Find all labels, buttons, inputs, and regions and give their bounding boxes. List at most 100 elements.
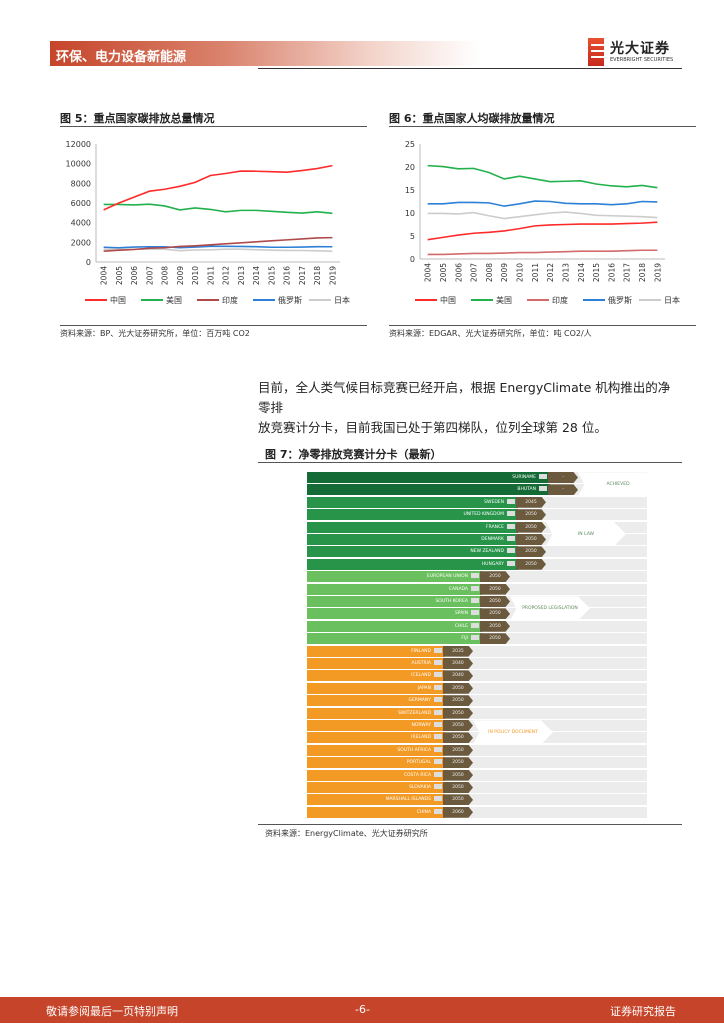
body-paragraph: 目前，全人类气候目标竞赛已经开启，根据 EnergyClimate 机构推出的净…: [258, 378, 678, 438]
country-name: COSTA RICA: [403, 772, 431, 778]
y-tick-label: 6000: [71, 199, 91, 208]
legend-label: 日本: [334, 295, 350, 305]
country-name: GERMANY: [408, 698, 431, 704]
country-name: HUNGARY: [481, 561, 504, 567]
legend-label: 俄罗斯: [278, 295, 302, 305]
net-zero-scorecard: SURINAME - BHUTAN - ACHIEVED SWEDEN 2045 UNITED…: [307, 470, 658, 818]
scorecard-row: CHINA 2060: [307, 806, 647, 818]
target-year: 2050: [443, 732, 473, 744]
country-name: SWITZERLAND: [398, 710, 431, 716]
flag-icon: [507, 498, 515, 504]
scorecard-row: BHUTAN -: [307, 484, 647, 496]
x-tick-label: 2011: [531, 263, 540, 282]
country-name: DENMARK: [481, 537, 504, 542]
target-year: -: [548, 484, 578, 496]
country-bar: PORTUGAL: [307, 757, 445, 769]
target-year: 2050: [480, 583, 510, 595]
x-tick-label: 2018: [638, 263, 647, 282]
page-number: -6-: [355, 1003, 370, 1016]
country-name: CHILE: [454, 623, 468, 629]
scorecard-row: HUNGARY 2050: [307, 558, 647, 570]
paragraph-line: 放竞赛计分卡，目前我国已处于第四梯队，位列全球第 28 位。: [258, 420, 607, 435]
y-tick-label: 10: [405, 209, 415, 218]
country-name: NORWAY: [411, 723, 431, 728]
y-tick-label: 20: [405, 163, 415, 172]
country-bar: HUNGARY: [307, 558, 518, 570]
legend-label: 印度: [552, 295, 568, 305]
country-bar: DENMARK: [307, 534, 518, 545]
flag-icon: [434, 660, 442, 665]
legend-label: 美国: [496, 295, 512, 305]
category-label: PROPOSED LEGISLATION: [510, 596, 590, 621]
country-bar: EUROPEAN UNION: [307, 571, 482, 583]
country-bar: MARSHALL ISLANDS: [307, 794, 445, 806]
figure6-source: 资料来源：EDGAR、光大证券研究所，单位：吨 CO2/人: [389, 329, 592, 338]
category-label: IN LAW: [546, 522, 626, 546]
x-tick-label: 2005: [115, 266, 124, 285]
country-name: SPAIN: [454, 611, 468, 617]
country-bar: FRANCE: [307, 521, 518, 533]
flag-icon: [434, 808, 442, 814]
target-year: 2050: [443, 682, 473, 694]
country-bar: CHINA: [307, 806, 445, 818]
divider: [258, 462, 682, 463]
country-bar: SWITZERLAND: [307, 707, 445, 719]
flag-icon: [507, 560, 515, 566]
header-divider: [258, 68, 682, 69]
x-tick-label: 2004: [100, 266, 109, 285]
country-bar: SOUTH AFRICA: [307, 744, 445, 756]
x-tick-label: 2015: [592, 263, 601, 282]
flag-icon: [434, 672, 442, 678]
flag-icon: [434, 684, 442, 690]
country-name: FINLAND: [411, 648, 431, 654]
target-year: 2050: [516, 521, 546, 533]
target-year: 2060: [443, 806, 473, 818]
series-line-印度: [103, 236, 333, 252]
country-bar: JAPAN: [307, 682, 445, 694]
flag-icon: [471, 610, 479, 616]
x-tick-label: 2008: [161, 266, 170, 285]
figure5-chart: 0 2000 4000 6000 8000 10000 12000 2004 2005 2006 2…: [66, 140, 350, 305]
x-tick-label: 2006: [130, 266, 139, 285]
target-year: 2050: [516, 509, 546, 521]
flag-icon: [507, 511, 515, 517]
flag-icon: [434, 771, 442, 777]
target-year: 2050: [443, 769, 473, 781]
scorecard-row: AUSTRIA 2040: [307, 658, 647, 669]
footer: 敬请参阅最后一页特别声明 -6- 证券研究报告: [0, 997, 724, 1023]
country-bar: UNITED KINGDOM: [307, 509, 518, 521]
scorecard-row: PORTUGAL 2050: [307, 757, 647, 769]
target-year: 2050: [443, 782, 473, 793]
figure7-title: 图 7：净零排放竞赛计分卡（最新）: [265, 448, 442, 461]
x-tick-label: 2009: [176, 266, 185, 285]
country-bar: AUSTRIA: [307, 658, 445, 669]
series-line-中国: [427, 221, 658, 241]
scorecard-row: MARSHALL ISLANDS 2050: [307, 794, 647, 806]
flag-icon: [434, 709, 442, 715]
country-name: NEW ZEALAND: [470, 549, 504, 555]
series-line-俄罗斯: [427, 200, 658, 207]
flag-icon: [434, 697, 442, 703]
country-name: ICELAND: [411, 673, 431, 679]
x-tick-label: 2013: [237, 266, 246, 285]
scorecard-row: EUROPEAN UNION 2050: [307, 571, 647, 583]
flag-icon: [434, 796, 442, 802]
scorecard-row: ICELAND 2040: [307, 670, 647, 682]
x-tick-label: 2010: [516, 263, 525, 282]
scorecard-row: COSTA RICA 2050: [307, 769, 647, 781]
x-tick-label: 2004: [424, 263, 433, 282]
flag-icon: [434, 784, 442, 789]
series-line-印度: [427, 249, 658, 256]
x-tick-label: 2011: [206, 266, 215, 285]
flag-icon: [434, 722, 442, 727]
scorecard-row: SOUTH KOREA 2050: [307, 596, 647, 607]
y-tick-label: 15: [405, 186, 415, 195]
footer-disclaimer: 敬请参阅最后一页特别声明: [46, 1005, 178, 1018]
x-tick-label: 2007: [145, 266, 154, 285]
country-bar: SLOVAKIA: [307, 782, 445, 793]
x-tick-label: 2006: [454, 263, 463, 282]
series-line-中国: [103, 164, 333, 211]
flag-icon: [434, 647, 442, 653]
x-tick-label: 2019: [328, 266, 337, 285]
figure5-title: 图 5：重点国家碳排放总量情况: [60, 112, 215, 125]
